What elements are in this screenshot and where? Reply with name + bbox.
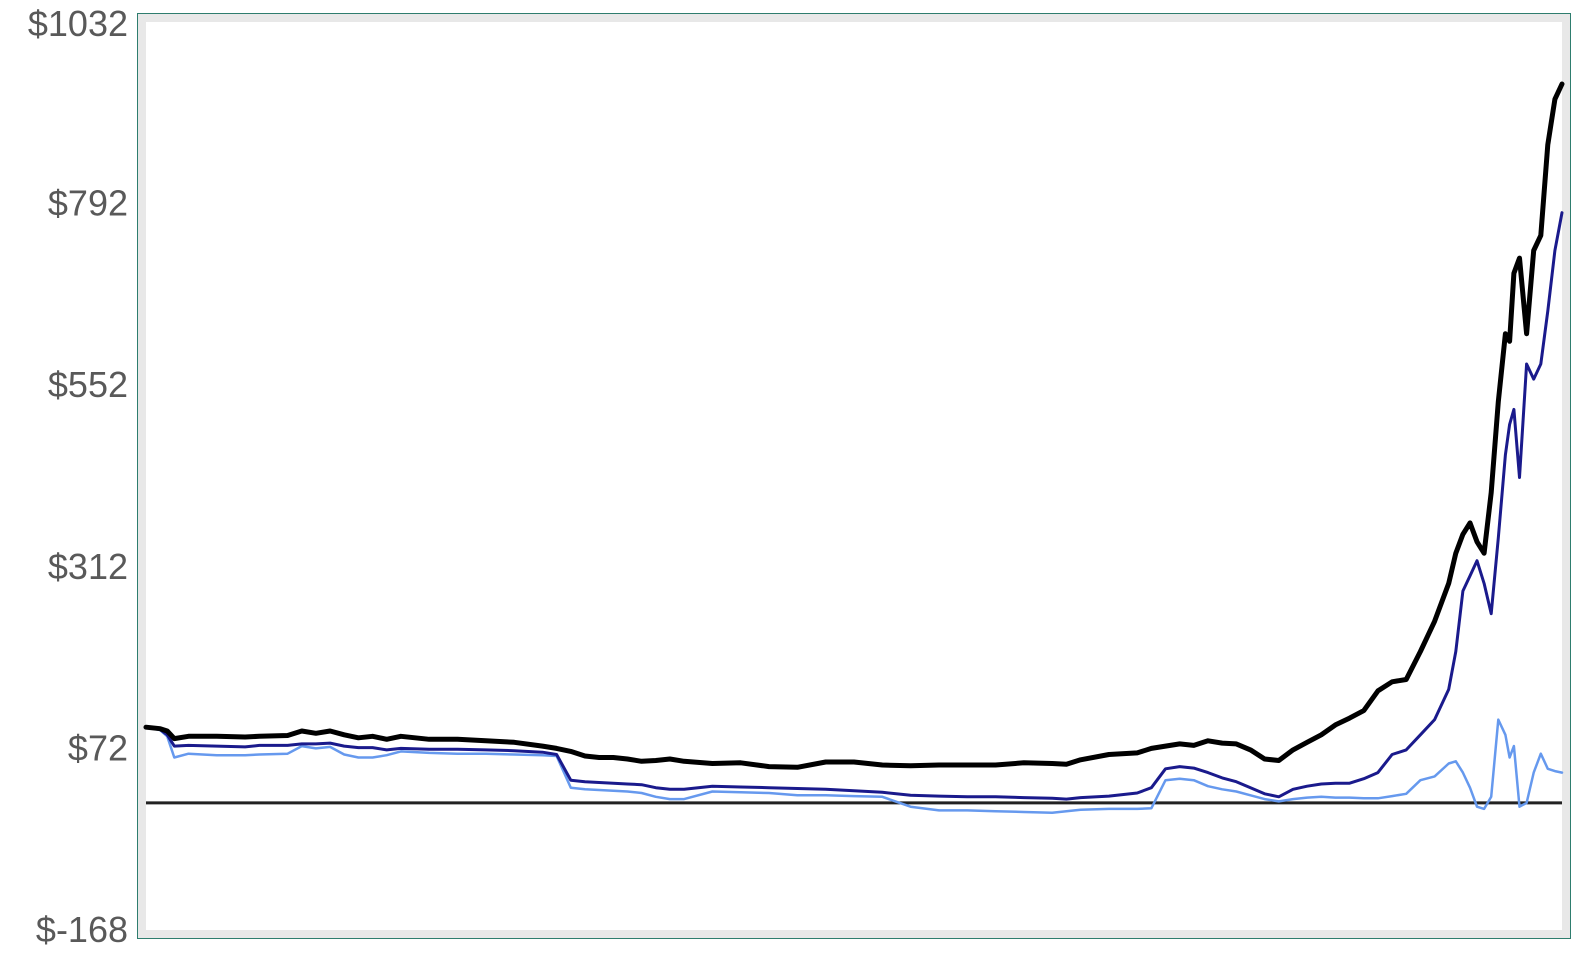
series-line-1: [143, 81, 1565, 770]
y-tick-label: $72: [68, 727, 128, 768]
series-line-3: [144, 718, 1564, 814]
series-layer: [143, 81, 1565, 814]
series-line-2: [144, 211, 1564, 801]
plot-frame: [137, 13, 1571, 939]
y-tick-label: $-168: [36, 909, 128, 950]
plot-inner-border: [138, 14, 1570, 938]
y-axis-tick-labels: $1032 $792 $552 $312 $72 $-168: [28, 3, 128, 950]
y-tick-label: $792: [48, 183, 128, 224]
y-tick-label: $312: [48, 546, 128, 587]
y-tick-label: $1032: [28, 3, 128, 44]
y-tick-label: $552: [48, 364, 128, 405]
